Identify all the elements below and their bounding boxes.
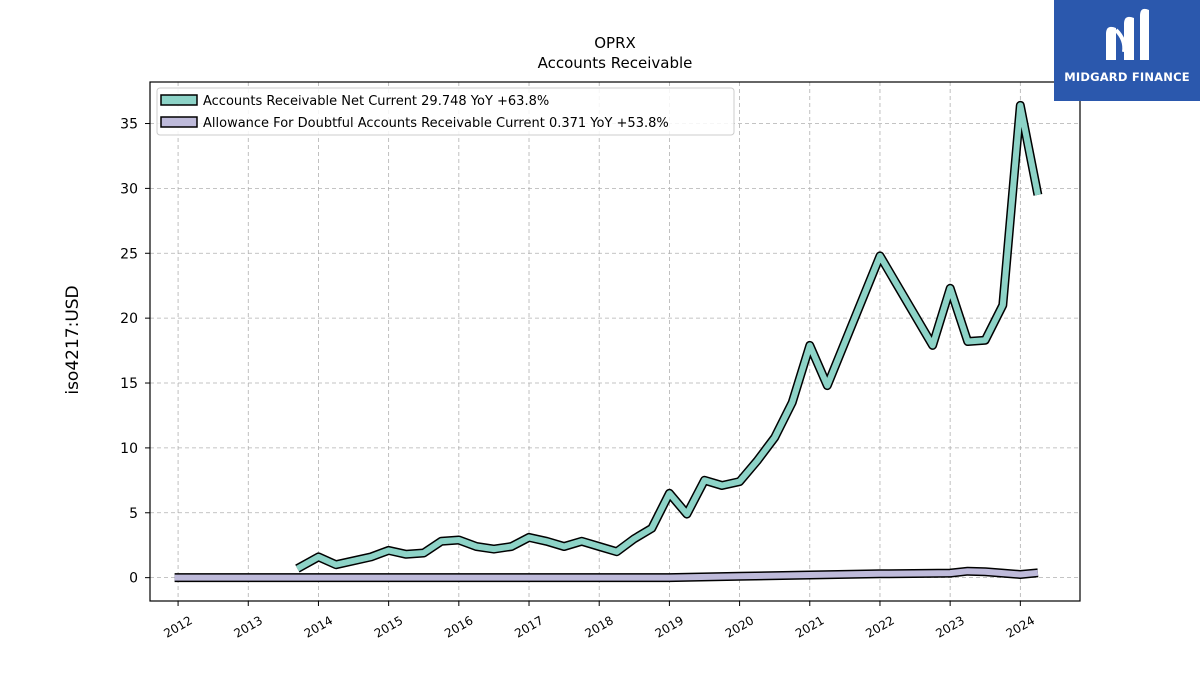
x-tick-label: 2014 — [302, 613, 335, 640]
series-0-line — [295, 102, 1041, 572]
x-tick-label: 2024 — [1004, 613, 1037, 640]
legend-label: Allowance For Doubtful Accounts Receivab… — [203, 116, 669, 131]
y-tick-label: 10 — [120, 441, 138, 457]
logo-mark-icon — [1106, 8, 1149, 60]
y-tick-label: 5 — [129, 506, 138, 522]
series-layer — [174, 100, 1043, 583]
y-tick-label: 0 — [129, 571, 138, 587]
series-1-line — [174, 568, 1039, 581]
x-tick-label: 2018 — [582, 613, 615, 640]
legend: Accounts Receivable Net Current 29.748 Y… — [156, 87, 735, 136]
legend-swatch — [160, 116, 198, 128]
y-tick-label: 35 — [120, 117, 138, 133]
x-tick-label: 2019 — [653, 613, 686, 640]
brand-logo: MIDGARD FINANCE — [1054, 0, 1200, 101]
y-tick-label: 15 — [120, 376, 138, 392]
chart-subtitle: Accounts Receivable — [538, 54, 693, 72]
x-tick-label: 2022 — [863, 613, 896, 640]
legend-box — [156, 87, 735, 136]
x-tick-label: 2020 — [723, 613, 756, 640]
x-tick-label: 2023 — [933, 613, 966, 640]
legend-label: Accounts Receivable Net Current 29.748 Y… — [203, 94, 549, 109]
x-tick-label: 2021 — [793, 613, 826, 640]
x-tick-label: 2016 — [442, 613, 475, 640]
axes: 2012 2013 2014 2015 2016 2017 2018 2019 2020 2021… — [120, 117, 1037, 641]
x-tick-label: 2015 — [372, 613, 405, 640]
plot-frame — [149, 81, 1081, 602]
x-tick-label: 2013 — [232, 613, 265, 640]
y-tick-label: 30 — [120, 181, 138, 197]
brand-name: MIDGARD FINANCE — [1064, 70, 1190, 84]
grid — [150, 82, 1080, 601]
legend-swatch — [160, 94, 198, 106]
x-tick-label: 2017 — [512, 613, 545, 640]
y-tick-label: 25 — [120, 246, 138, 262]
y-tick-label: 20 — [120, 311, 138, 327]
chart-title: OPRX — [594, 34, 636, 52]
x-tick-label: 2012 — [161, 613, 194, 640]
y-axis-label: iso4217:USD — [63, 285, 83, 394]
